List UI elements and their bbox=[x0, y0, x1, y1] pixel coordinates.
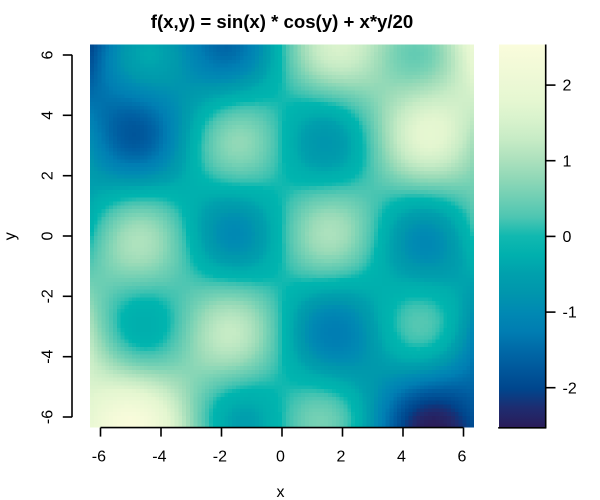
svg-text:-6: -6 bbox=[40, 410, 57, 424]
svg-text:-1: -1 bbox=[563, 305, 577, 322]
svg-text:4: 4 bbox=[40, 111, 57, 120]
svg-text:-2: -2 bbox=[213, 449, 227, 466]
svg-text:2: 2 bbox=[40, 171, 57, 180]
svg-text:0: 0 bbox=[40, 231, 57, 240]
svg-text:2: 2 bbox=[336, 449, 345, 466]
svg-text:6: 6 bbox=[40, 50, 57, 59]
svg-text:-4: -4 bbox=[152, 449, 166, 466]
svg-text:y: y bbox=[2, 232, 19, 240]
svg-text:-6: -6 bbox=[92, 449, 106, 466]
svg-text:0: 0 bbox=[563, 229, 572, 246]
svg-text:-4: -4 bbox=[40, 349, 57, 363]
svg-text:4: 4 bbox=[397, 449, 406, 466]
svg-text:2: 2 bbox=[563, 78, 572, 95]
svg-text:f(x,y) = sin(x) * cos(y) + x*y: f(x,y) = sin(x) * cos(y) + x*y/20 bbox=[151, 11, 414, 32]
svg-text:-2: -2 bbox=[563, 380, 577, 397]
svg-text:6: 6 bbox=[457, 449, 466, 466]
svg-text:x: x bbox=[277, 484, 285, 500]
svg-text:-2: -2 bbox=[40, 289, 57, 303]
svg-text:1: 1 bbox=[563, 153, 572, 170]
svg-text:0: 0 bbox=[276, 449, 285, 466]
